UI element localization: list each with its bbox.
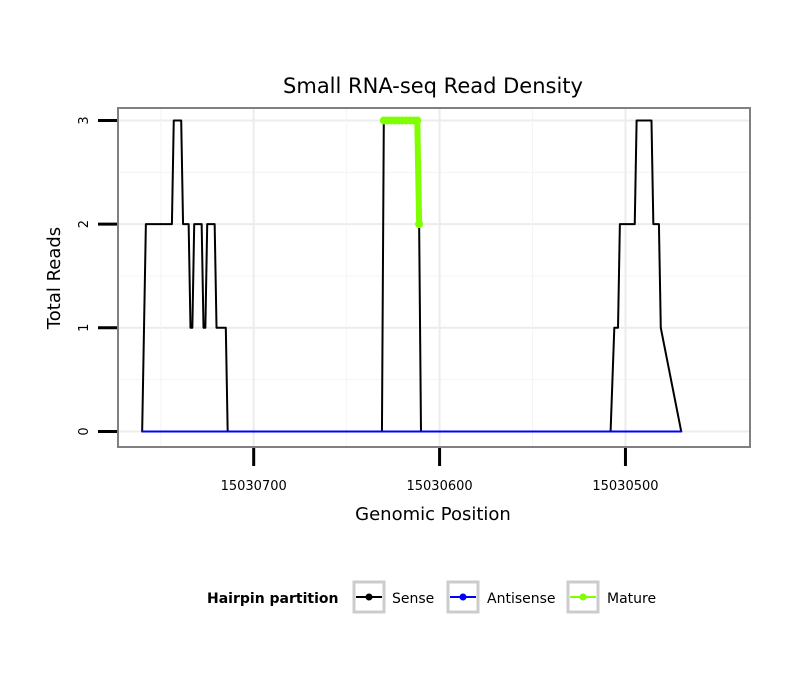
plot-panel xyxy=(117,107,751,448)
legend-title: Hairpin partition xyxy=(207,591,338,607)
x-tick-label-2: 15030500 xyxy=(592,479,658,494)
legend-item-sense: Sense xyxy=(352,580,434,614)
legend-dot-mature xyxy=(579,593,587,601)
legend-label-sense: Sense xyxy=(392,591,434,607)
legend-label-antisense: Antisense xyxy=(487,591,556,607)
y-tick-label-2: 2 xyxy=(77,220,92,228)
legend-dot-sense xyxy=(365,593,373,601)
chart-title: Small RNA-seq Read Density xyxy=(283,74,583,98)
y-tick-label-3: 3 xyxy=(77,116,92,124)
y-axis: 0 1 2 3 xyxy=(77,116,117,436)
legend: Hairpin partition Sense Antisense Mature xyxy=(207,580,656,614)
x-axis: 15030700 15030600 15030500 xyxy=(221,448,659,494)
y-tick-label-0: 0 xyxy=(77,427,92,435)
x-tick-label-1: 15030600 xyxy=(406,479,472,494)
legend-label-mature: Mature xyxy=(607,591,656,607)
mature-point-9 xyxy=(413,116,422,125)
legend-item-antisense: Antisense xyxy=(446,580,556,614)
x-tick-label-0: 15030700 xyxy=(221,479,287,494)
legend-dot-antisense xyxy=(459,593,467,601)
y-axis-title: Total Reads xyxy=(44,227,65,330)
y-tick-label-1: 1 xyxy=(77,324,92,332)
mature-points xyxy=(379,116,424,229)
mature-point-10 xyxy=(415,220,424,229)
legend-item-mature: Mature xyxy=(566,580,656,614)
x-axis-title: Genomic Position xyxy=(355,504,511,525)
